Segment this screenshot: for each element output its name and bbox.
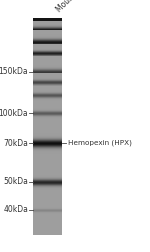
Text: 100kDa: 100kDa xyxy=(0,109,28,117)
Text: Mouse lung: Mouse lung xyxy=(55,0,93,14)
Text: 150kDa: 150kDa xyxy=(0,68,28,77)
Text: 70kDa: 70kDa xyxy=(3,139,28,147)
Text: 40kDa: 40kDa xyxy=(3,205,28,214)
Text: 50kDa: 50kDa xyxy=(3,177,28,186)
Text: Hemopexin (HPX): Hemopexin (HPX) xyxy=(68,140,132,146)
